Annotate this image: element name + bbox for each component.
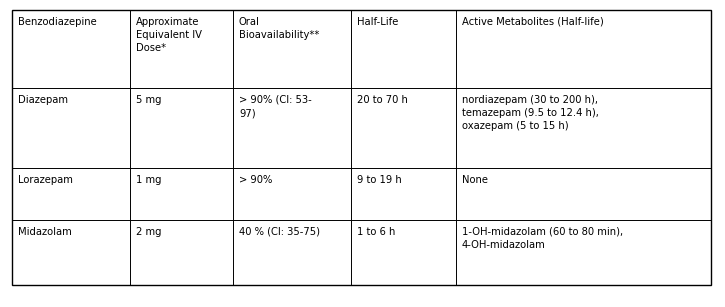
Text: 5 mg: 5 mg — [136, 95, 162, 105]
Text: 20 to 70 h: 20 to 70 h — [357, 95, 408, 105]
Text: nordiazepam (30 to 200 h),
temazepam (9.5 to 12.4 h),
oxazepam (5 to 15 h): nordiazepam (30 to 200 h), temazepam (9.… — [462, 95, 599, 131]
Text: Approximate
Equivalent IV
Dose*: Approximate Equivalent IV Dose* — [136, 17, 202, 53]
Text: 1 mg: 1 mg — [136, 175, 162, 185]
Text: 9 to 19 h: 9 to 19 h — [357, 175, 402, 185]
Text: Lorazepam: Lorazepam — [18, 175, 73, 185]
Text: 1-OH-midazolam (60 to 80 min),
4-OH-midazolam: 1-OH-midazolam (60 to 80 min), 4-OH-mida… — [462, 227, 623, 250]
Text: Diazepam: Diazepam — [18, 95, 68, 105]
Text: Benzodiazepine: Benzodiazepine — [18, 17, 96, 27]
Text: 40 % (CI: 35-75): 40 % (CI: 35-75) — [239, 227, 320, 237]
Text: 2 mg: 2 mg — [136, 227, 162, 237]
Text: > 90%: > 90% — [239, 175, 273, 185]
Text: Oral
Bioavailability**: Oral Bioavailability** — [239, 17, 320, 40]
Text: Half-Life: Half-Life — [357, 17, 398, 27]
Text: None: None — [462, 175, 488, 185]
Bar — [12, 10, 711, 285]
Text: Midazolam: Midazolam — [18, 227, 72, 237]
Text: Active Metabolites (Half-life): Active Metabolites (Half-life) — [462, 17, 604, 27]
Text: > 90% (CI: 53-
97): > 90% (CI: 53- 97) — [239, 95, 312, 118]
Text: 1 to 6 h: 1 to 6 h — [357, 227, 395, 237]
